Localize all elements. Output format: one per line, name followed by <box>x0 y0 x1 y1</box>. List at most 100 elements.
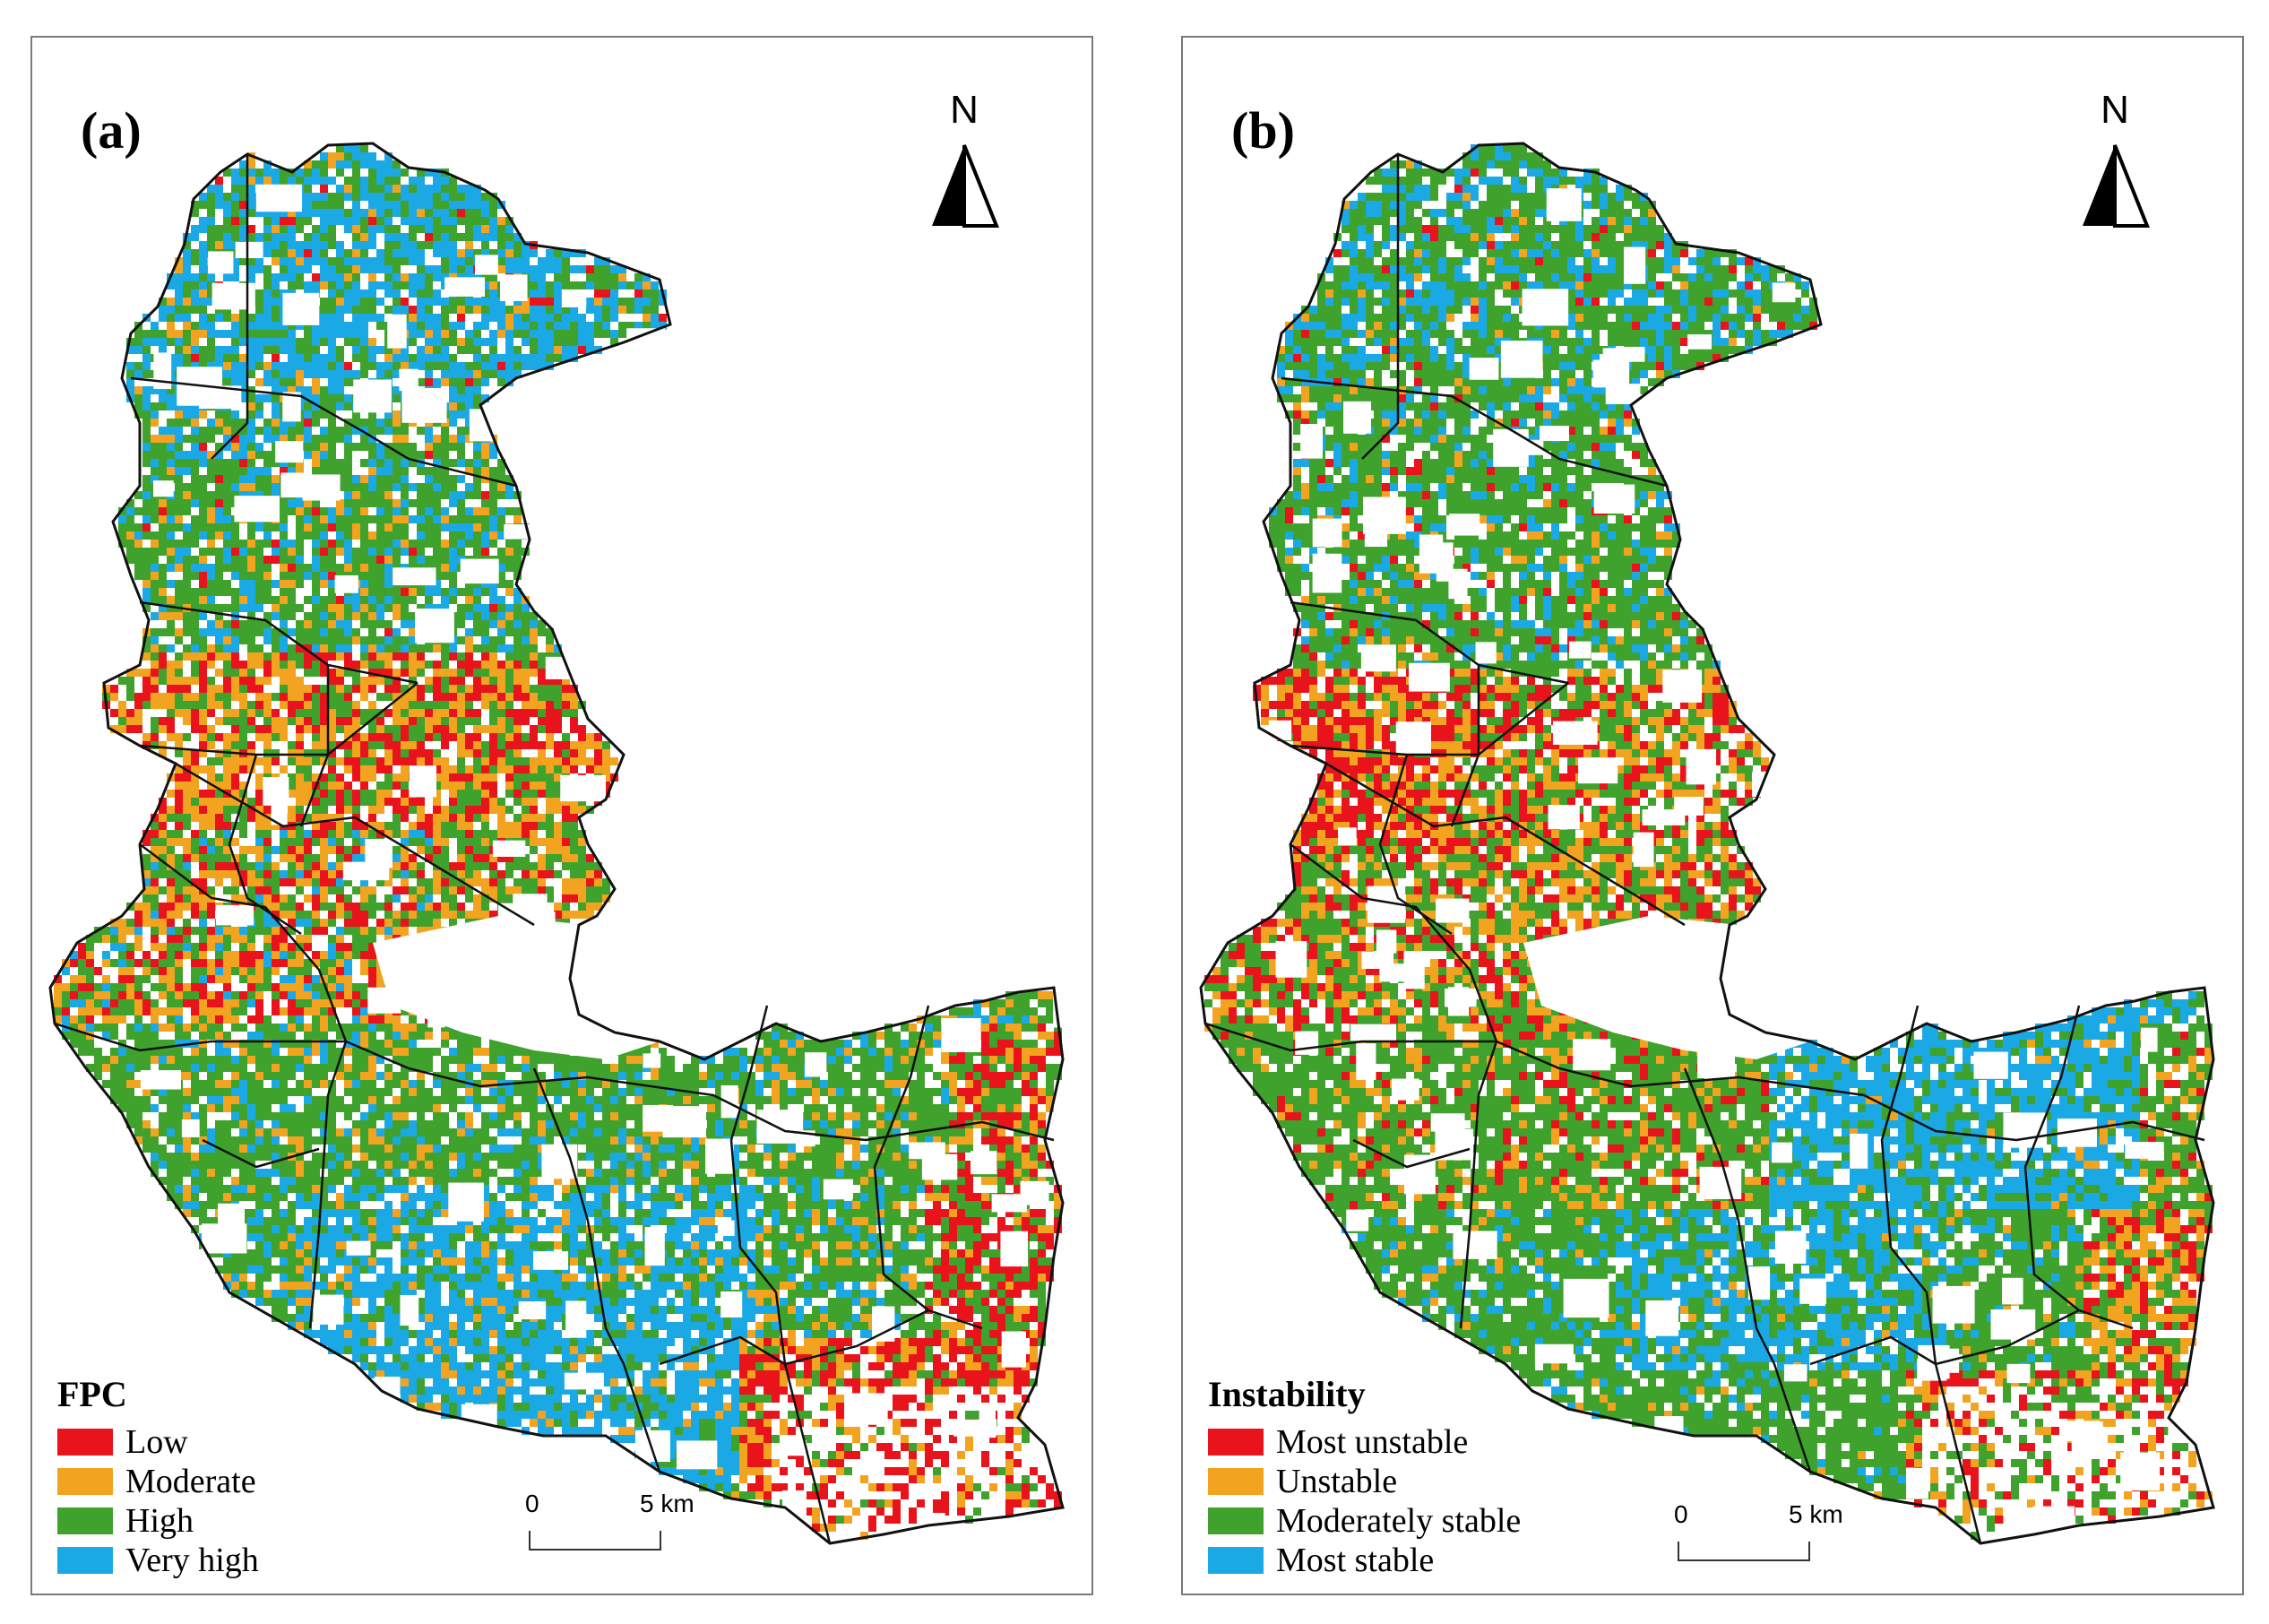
patch <box>409 1015 417 1024</box>
patch <box>538 701 546 709</box>
patch <box>554 265 562 273</box>
patch <box>272 919 280 927</box>
patch <box>1022 1015 1030 1024</box>
patch <box>570 322 578 330</box>
patch <box>409 894 417 903</box>
patch <box>199 491 207 499</box>
patch <box>409 362 417 370</box>
patch <box>352 419 360 427</box>
patch <box>312 354 320 362</box>
patch <box>142 862 151 870</box>
patch <box>538 838 546 846</box>
patch <box>288 233 296 241</box>
patch <box>602 773 610 782</box>
patch <box>417 265 425 273</box>
patch <box>393 612 401 620</box>
patch <box>102 1024 110 1032</box>
patch <box>562 741 570 749</box>
patch <box>505 564 513 572</box>
patch <box>465 201 473 209</box>
patch <box>360 362 368 370</box>
patch <box>288 1032 296 1040</box>
patch <box>562 306 570 314</box>
patch <box>239 975 247 983</box>
patch <box>239 330 247 338</box>
patch <box>417 201 425 209</box>
patch <box>207 322 215 330</box>
patch <box>231 185 239 193</box>
patch <box>441 467 449 475</box>
patch <box>376 903 384 911</box>
patch <box>336 209 344 217</box>
patch <box>312 209 320 217</box>
patch <box>546 838 554 846</box>
patch <box>247 798 255 806</box>
patch <box>215 991 223 999</box>
patch <box>280 830 288 838</box>
patch <box>288 564 296 572</box>
patch <box>304 177 312 185</box>
patch <box>296 523 304 531</box>
patch <box>207 790 215 798</box>
patch <box>610 265 618 273</box>
patch <box>142 483 151 491</box>
patch <box>336 943 344 951</box>
patch <box>425 273 433 281</box>
patch <box>151 475 159 483</box>
patch <box>320 999 328 1007</box>
patch <box>239 951 247 959</box>
patch <box>328 991 336 999</box>
patch <box>433 580 441 588</box>
patch <box>465 467 473 475</box>
patch <box>167 693 175 701</box>
patch <box>151 685 159 693</box>
patch <box>352 507 360 515</box>
patch <box>167 886 175 894</box>
patch <box>417 903 425 911</box>
patch <box>409 233 417 241</box>
patch <box>449 911 457 919</box>
patch <box>207 838 215 846</box>
patch <box>594 741 602 749</box>
patch <box>530 273 538 281</box>
patch <box>320 249 328 257</box>
patch <box>312 322 320 330</box>
patch <box>239 322 247 330</box>
patch <box>457 410 465 419</box>
patch <box>320 322 328 330</box>
patch <box>441 806 449 814</box>
patch <box>618 298 626 306</box>
patch <box>263 273 272 281</box>
patch <box>142 362 151 370</box>
patch <box>199 652 207 661</box>
patch <box>312 999 320 1007</box>
patch <box>530 354 538 362</box>
patch <box>570 741 578 749</box>
patch <box>554 354 562 362</box>
patch <box>489 701 497 709</box>
patch <box>513 257 522 265</box>
patch <box>409 862 417 870</box>
patch <box>562 354 570 362</box>
patch <box>296 773 304 782</box>
patch <box>417 846 425 854</box>
patch <box>255 314 263 322</box>
patch <box>328 773 336 782</box>
patch <box>272 894 280 903</box>
patch <box>376 483 384 491</box>
patch <box>126 983 134 991</box>
patch <box>578 886 586 894</box>
patch <box>191 717 199 725</box>
patch <box>231 636 239 644</box>
patch <box>328 757 336 765</box>
patch <box>263 378 272 386</box>
patch <box>522 701 530 709</box>
patch <box>255 362 263 370</box>
patch <box>336 435 344 443</box>
patch <box>457 765 465 773</box>
patch <box>328 782 336 790</box>
patch <box>215 943 223 951</box>
patch <box>288 757 296 765</box>
patch <box>280 701 288 709</box>
patch <box>401 523 409 531</box>
